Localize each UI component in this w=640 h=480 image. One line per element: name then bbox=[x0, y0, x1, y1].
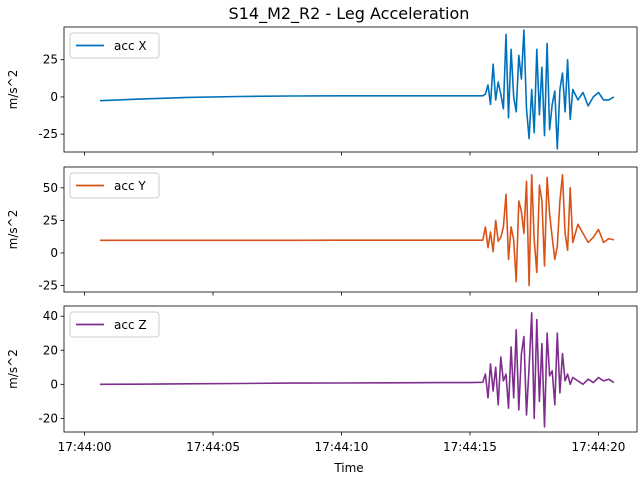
y-tick-label: 25 bbox=[43, 213, 58, 227]
panel-frame bbox=[63, 166, 638, 293]
x-axis-ticks: 17:44:00 17:44:05 17:44:10 17:44:15 17:44:20 bbox=[58, 440, 626, 454]
legend-label: acc Z bbox=[114, 318, 147, 332]
legend-label: acc Y bbox=[114, 179, 146, 193]
panel-1: -25 0 25 m/s^2 acc X bbox=[6, 26, 638, 156]
y-tick-label: 25 bbox=[43, 53, 58, 67]
legend: acc X bbox=[69, 32, 160, 59]
y-tick-label: -25 bbox=[38, 127, 58, 141]
y-tick-label: 0 bbox=[50, 246, 58, 260]
y-axis-label: m/s^2 bbox=[6, 70, 20, 110]
legend: acc Y bbox=[69, 172, 160, 199]
series-line-acc-z bbox=[99, 311, 615, 428]
series-line-acc-x bbox=[99, 29, 615, 150]
panel-frame bbox=[63, 26, 638, 153]
panel-2: -25 0 25 50 m/s^2 acc Y bbox=[6, 166, 638, 296]
x-tick-label: 17:44:15 bbox=[443, 440, 497, 454]
chart-panels: -25 0 25 m/s^2 acc X -25 0 25 50 m/s^2 acc Y -20 0 20… bbox=[6, 26, 638, 436]
y-axis-label: m/s^2 bbox=[6, 349, 20, 389]
y-tick-label: -20 bbox=[38, 411, 58, 425]
legend-box bbox=[69, 311, 160, 338]
x-tick-label: 17:44:10 bbox=[315, 440, 369, 454]
x-axis-label: Time bbox=[333, 461, 363, 475]
legend-box bbox=[69, 32, 160, 59]
legend-label: acc X bbox=[114, 39, 147, 53]
x-tick-label: 17:44:05 bbox=[186, 440, 240, 454]
legend: acc Z bbox=[69, 311, 160, 338]
chart-title: S14_M2_R2 - Leg Acceleration bbox=[229, 4, 470, 24]
y-tick-label: 50 bbox=[43, 181, 58, 195]
y-tick-label: 0 bbox=[50, 377, 58, 391]
y-tick-label: 20 bbox=[43, 343, 58, 357]
panel-3: -20 0 20 40 m/s^2 acc Z bbox=[6, 305, 638, 436]
legend-box bbox=[69, 172, 160, 199]
series-line-acc-y bbox=[100, 174, 615, 287]
panel-frame bbox=[63, 305, 638, 433]
y-axis-label: m/s^2 bbox=[6, 210, 20, 250]
y-tick-label: -25 bbox=[38, 278, 58, 292]
x-tick-label: 17:44:20 bbox=[572, 440, 626, 454]
x-tick-label: 17:44:00 bbox=[58, 440, 112, 454]
y-tick-label: 40 bbox=[43, 309, 58, 323]
y-tick-label: 0 bbox=[50, 90, 58, 104]
